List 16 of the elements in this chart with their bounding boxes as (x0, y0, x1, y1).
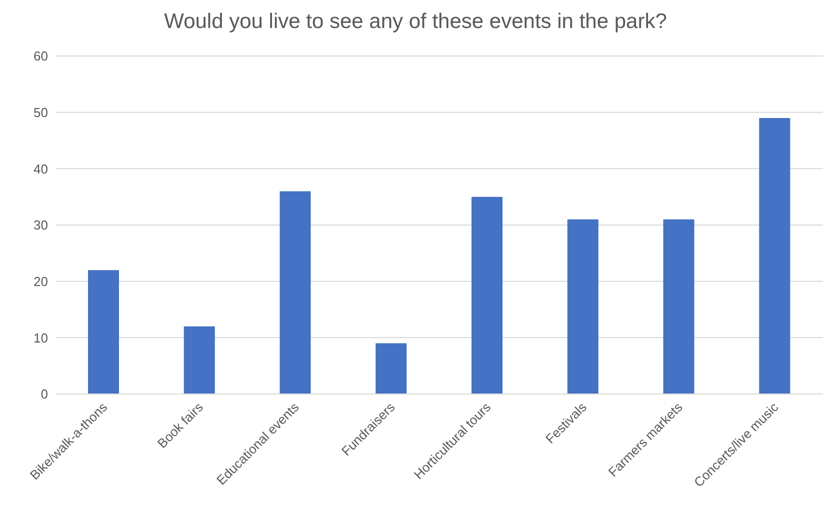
y-tick-label: 10 (34, 330, 48, 346)
bar (472, 196, 502, 394)
y-tick-label: 40 (34, 161, 48, 176)
y-tick-label: 60 (34, 48, 48, 64)
bar (759, 118, 790, 394)
bar (184, 326, 215, 394)
chart-title: Would you live to see any of these events in the park? (163, 9, 668, 35)
y-tick-label: 50 (34, 104, 48, 120)
bar (567, 219, 598, 394)
y-tick-label: 20 (34, 274, 48, 289)
y-tick-label: 30 (34, 218, 48, 233)
y-tick-label: 0 (40, 386, 48, 402)
bar (663, 219, 694, 394)
bar (280, 191, 311, 394)
bar (376, 343, 407, 394)
bar (88, 270, 119, 394)
